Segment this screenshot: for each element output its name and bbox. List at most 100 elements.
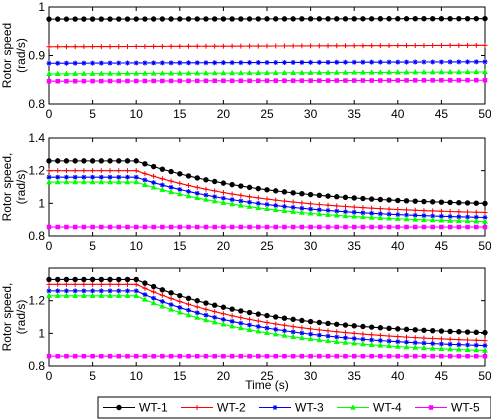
data-point bbox=[203, 60, 209, 66]
data-point bbox=[133, 174, 139, 180]
data-point bbox=[412, 216, 419, 222]
data-point bbox=[203, 177, 209, 183]
data-point bbox=[81, 224, 87, 230]
data-point bbox=[281, 322, 287, 328]
data-point bbox=[63, 174, 69, 180]
data-point bbox=[473, 329, 479, 336]
data-point bbox=[229, 353, 235, 359]
data-point bbox=[308, 59, 314, 65]
data-point bbox=[54, 292, 61, 298]
data-point bbox=[456, 337, 462, 343]
data-point bbox=[438, 336, 444, 342]
data-point bbox=[438, 15, 445, 22]
data-point bbox=[177, 224, 183, 230]
data-point bbox=[395, 334, 401, 340]
data-point bbox=[360, 195, 366, 202]
data-point bbox=[482, 200, 488, 207]
data-point bbox=[412, 16, 418, 22]
series-wt-5 bbox=[46, 353, 488, 359]
data-point bbox=[256, 78, 261, 83]
legend-entry-wt-3: WT-3 bbox=[259, 401, 324, 415]
data-point bbox=[281, 69, 288, 75]
data-point bbox=[211, 69, 218, 76]
data-point bbox=[151, 224, 156, 230]
data-point bbox=[72, 353, 78, 359]
data-point bbox=[177, 353, 183, 359]
plot-frame bbox=[48, 137, 486, 237]
data-point bbox=[369, 210, 375, 216]
data-point bbox=[473, 214, 479, 220]
series-wt-3 bbox=[46, 288, 488, 349]
data-point bbox=[238, 198, 244, 204]
data-point bbox=[72, 44, 78, 50]
data-point bbox=[264, 312, 270, 319]
data-point bbox=[273, 16, 279, 22]
data-point bbox=[98, 292, 105, 298]
data-point bbox=[133, 70, 140, 76]
data-point bbox=[447, 328, 453, 335]
y-tick-label: 0.8 bbox=[28, 229, 45, 243]
legend-entry-wt-5: WT-5 bbox=[415, 401, 480, 415]
data-point bbox=[229, 191, 235, 197]
data-point bbox=[404, 353, 409, 359]
data-point bbox=[421, 43, 427, 49]
data-point bbox=[281, 315, 288, 321]
data-point bbox=[168, 306, 174, 312]
data-point bbox=[238, 308, 244, 314]
data-point bbox=[177, 180, 183, 186]
data-point bbox=[151, 60, 157, 66]
data-point bbox=[185, 192, 192, 199]
data-point bbox=[351, 43, 357, 49]
data-point bbox=[194, 78, 200, 84]
data-point bbox=[360, 224, 366, 230]
data-point bbox=[98, 276, 105, 283]
data-point bbox=[116, 78, 122, 84]
x-tick-label: 30 bbox=[304, 107, 318, 121]
data-point bbox=[412, 335, 418, 341]
data-point bbox=[421, 327, 427, 333]
data-point bbox=[465, 353, 470, 359]
data-point bbox=[386, 224, 392, 230]
x-tick-label: 15 bbox=[173, 107, 187, 121]
data-point bbox=[255, 60, 261, 66]
data-point bbox=[482, 15, 488, 22]
x-tick-label: 40 bbox=[391, 107, 405, 121]
data-point bbox=[317, 224, 322, 230]
data-point bbox=[160, 353, 165, 359]
data-point bbox=[238, 315, 244, 321]
data-point bbox=[273, 60, 279, 66]
data-point bbox=[464, 329, 471, 335]
data-point bbox=[150, 283, 157, 290]
data-point bbox=[377, 325, 384, 331]
data-point bbox=[351, 195, 357, 201]
data-point bbox=[377, 214, 384, 221]
data-point bbox=[377, 69, 384, 75]
data-point bbox=[55, 276, 61, 283]
data-point bbox=[264, 325, 270, 331]
data-point bbox=[369, 59, 375, 65]
data-point bbox=[55, 60, 61, 66]
data-point bbox=[168, 16, 174, 22]
series-wt-1 bbox=[46, 158, 488, 207]
data-point bbox=[439, 353, 444, 359]
data-point bbox=[63, 281, 69, 287]
data-point bbox=[316, 336, 323, 343]
data-point bbox=[220, 180, 227, 186]
data-point bbox=[386, 211, 392, 217]
data-point bbox=[133, 43, 139, 49]
data-point bbox=[290, 316, 296, 323]
data-point bbox=[281, 43, 287, 49]
data-point bbox=[142, 177, 148, 183]
data-point bbox=[177, 292, 183, 299]
data-point bbox=[421, 208, 427, 214]
data-point bbox=[429, 327, 436, 334]
data-point bbox=[360, 340, 366, 347]
data-point bbox=[176, 309, 183, 315]
data-point bbox=[124, 281, 130, 287]
data-point bbox=[325, 353, 331, 359]
data-point bbox=[168, 188, 174, 195]
data-point bbox=[55, 78, 60, 84]
series-wt-2 bbox=[46, 168, 488, 215]
data-point bbox=[351, 16, 357, 22]
